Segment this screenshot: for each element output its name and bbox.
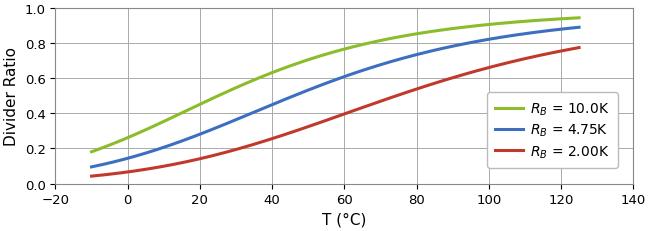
$R_B$ = 10.0K: [88, 151, 96, 153]
$R_B$ = 10.0K: [564, 18, 571, 21]
$R_B$ = 10.0K: [575, 17, 583, 20]
Line: $R_B$ = 10.0K: $R_B$ = 10.0K: [92, 19, 579, 152]
Line: $R_B$ = 2.00K: $R_B$ = 2.00K: [92, 48, 579, 176]
$R_B$ = 10.0K: [322, 54, 330, 56]
$R_B$ = 4.75K: [488, 38, 495, 41]
$R_B$ = 2.00K: [378, 100, 385, 103]
$R_B$ = 4.75K: [378, 64, 385, 67]
$R_B$ = 2.00K: [488, 66, 495, 69]
Line: $R_B$ = 4.75K: $R_B$ = 4.75K: [92, 28, 579, 167]
X-axis label: T (°C): T (°C): [322, 212, 367, 227]
$R_B$ = 2.00K: [564, 49, 571, 52]
$R_B$ = 2.00K: [322, 119, 330, 122]
$R_B$ = 4.75K: [352, 72, 359, 75]
$R_B$ = 10.0K: [378, 40, 385, 43]
$R_B$ = 2.00K: [575, 47, 583, 50]
Y-axis label: Divider Ratio: Divider Ratio: [4, 47, 19, 146]
$R_B$ = 4.75K: [564, 28, 571, 31]
Legend: $R_B$ = 10.0K, $R_B$ = 4.75K, $R_B$ = 2.00K: $R_B$ = 10.0K, $R_B$ = 4.75K, $R_B$ = 2.…: [487, 93, 618, 168]
$R_B$ = 10.0K: [488, 24, 495, 27]
$R_B$ = 10.0K: [319, 55, 327, 57]
$R_B$ = 2.00K: [319, 121, 327, 123]
$R_B$ = 4.75K: [319, 84, 327, 86]
$R_B$ = 10.0K: [352, 46, 359, 49]
$R_B$ = 2.00K: [88, 175, 96, 178]
$R_B$ = 2.00K: [352, 109, 359, 112]
$R_B$ = 4.75K: [88, 166, 96, 169]
$R_B$ = 4.75K: [322, 82, 330, 85]
$R_B$ = 4.75K: [575, 27, 583, 30]
